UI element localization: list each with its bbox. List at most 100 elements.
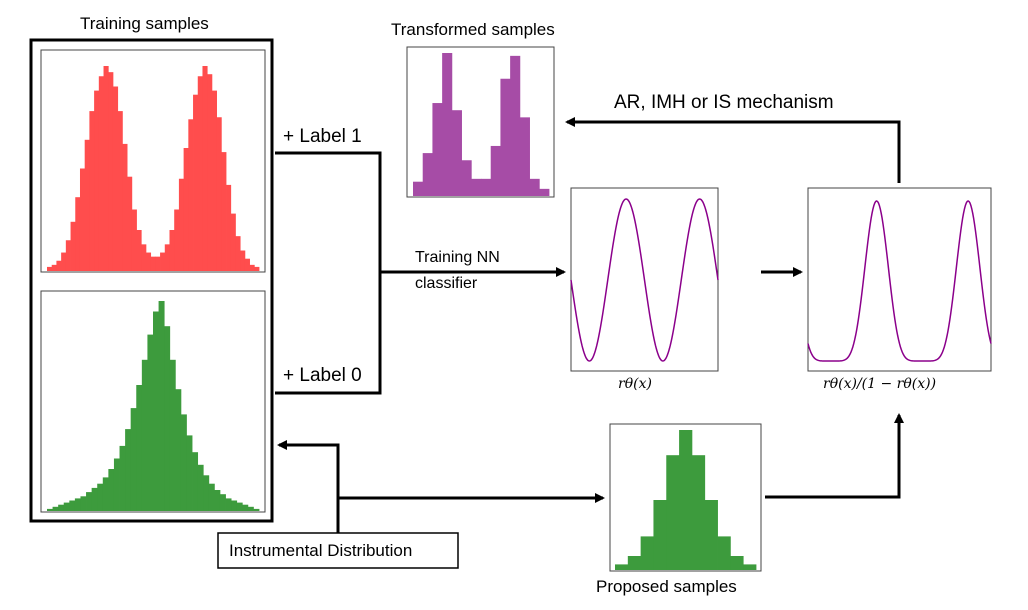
red-histogram-bar [150,256,156,271]
red-histogram-bar [202,66,208,271]
red-histogram [47,66,260,272]
mechanism-arrow [565,117,901,183]
transformed-histogram [413,53,550,196]
green-histogram-bar [197,464,204,511]
green-histogram-bar [192,452,199,511]
proposed-samples-title: Proposed samples [596,577,737,596]
training-samples-title: Training samples [80,14,209,33]
green-histogram-bar [236,502,243,511]
red-histogram-bar [216,117,222,271]
red-histogram-bar [56,260,62,271]
proposed-histogram-bar [615,564,629,570]
green-histogram-bar [102,477,109,511]
green-histogram-bar [164,326,171,511]
green-histogram-bar [158,301,165,511]
proposed-histogram-bar [704,500,718,570]
red-histogram-bar [94,90,100,271]
red-histogram-bar [235,236,241,271]
green-histogram-bar [69,500,76,511]
transformed-histogram-bar [481,178,492,196]
green-histogram-bar [91,487,98,511]
transformed-histogram-bar [500,78,511,196]
red-histogram-bar [127,176,133,271]
transformed-histogram-bar [510,55,521,196]
label-bracket [275,151,382,395]
transformed-histogram-bar [461,160,472,196]
green-histogram-bar [125,429,132,511]
proposed-histogram-bar [653,500,667,570]
transformed-histogram-bar [451,110,462,196]
green-histogram-bar [130,408,137,511]
red-histogram-bar [89,111,95,271]
green-histogram-bar [119,445,126,511]
green-histogram-bar [153,311,159,511]
red-histogram-bar [122,143,128,271]
green-histogram-bar [63,502,70,511]
green-histogram-bar [147,334,154,511]
green-histogram-bar [247,506,254,511]
green-histogram-bar [58,504,65,511]
red-histogram-bar [141,244,147,271]
red-histogram-bar [47,266,53,271]
green-histogram-bar [208,483,215,511]
red-histogram-bar [108,72,114,272]
green-histogram-bar [203,475,210,511]
training-samples-box [29,38,274,523]
green-histogram-bar [80,496,87,511]
red-histogram-bar [70,221,76,271]
green-histogram-bar [214,490,221,511]
transformed-histogram-bar [413,181,424,196]
proposed-histogram-bar [717,536,731,570]
red-histogram-bar [197,76,203,271]
red-histogram-bar [112,86,119,271]
label-1-text: + Label 1 [283,126,362,147]
transformed-histogram-bar [471,178,482,196]
red-histogram-bar [211,90,217,271]
red-histogram-bar [207,74,213,271]
red-histogram-bar [51,264,57,271]
red-histogram-bar [136,230,142,271]
green-histogram-bar [175,389,182,511]
training-nn-line2: classifier [415,275,478,292]
red-histogram-bar [169,230,175,271]
proposed-histogram-bar [640,536,654,570]
proposed-histogram [615,430,757,570]
transformed-histogram-bar [529,178,540,196]
r-theta-curve [570,198,719,362]
red-histogram-bar [98,76,104,271]
red-histogram-bar [117,111,123,271]
red-histogram-bar [249,264,255,271]
green-histogram-bar [52,506,59,511]
ratio-label: rθ(x)/(1 − rθ(x)) [823,376,937,392]
green-histogram-bar [253,508,260,511]
red-histogram-bar [75,197,81,271]
proposed-to-ratio-arrow [765,413,904,499]
red-histogram-bar [84,139,90,271]
red-histogram-bar [61,252,67,271]
red-histogram-bar [164,244,170,271]
proposed-histogram-bar [730,556,744,570]
transformed-histogram-bar [539,188,550,196]
red-histogram-bar [178,178,185,271]
mechanism-label: AR, IMH or IS mechanism [614,92,834,113]
green-histogram-bar [225,498,232,511]
transformed-histogram-bar [432,103,443,196]
proposed-histogram-bar [743,564,757,570]
red-histogram-bar [79,168,86,271]
green-histogram-bar [108,469,115,511]
green-histogram-bar [180,414,187,511]
training-nn-line1: Training NN [415,249,500,266]
red-histogram-bar [230,213,236,271]
transformed-histogram-bar [490,145,501,196]
green-histogram [47,301,260,511]
instrumental-distribution-label: Instrumental Distribution [229,541,413,560]
proposed-histogram-bar [627,556,642,570]
transformed-histogram-bar [519,117,530,196]
red-histogram-bar [240,250,246,271]
red-histogram-bar [174,209,180,271]
green-histogram-bar [186,435,193,511]
red-histogram-bar [254,266,260,271]
transformed-histogram-bar [442,53,453,196]
red-histogram-bar [103,66,109,271]
